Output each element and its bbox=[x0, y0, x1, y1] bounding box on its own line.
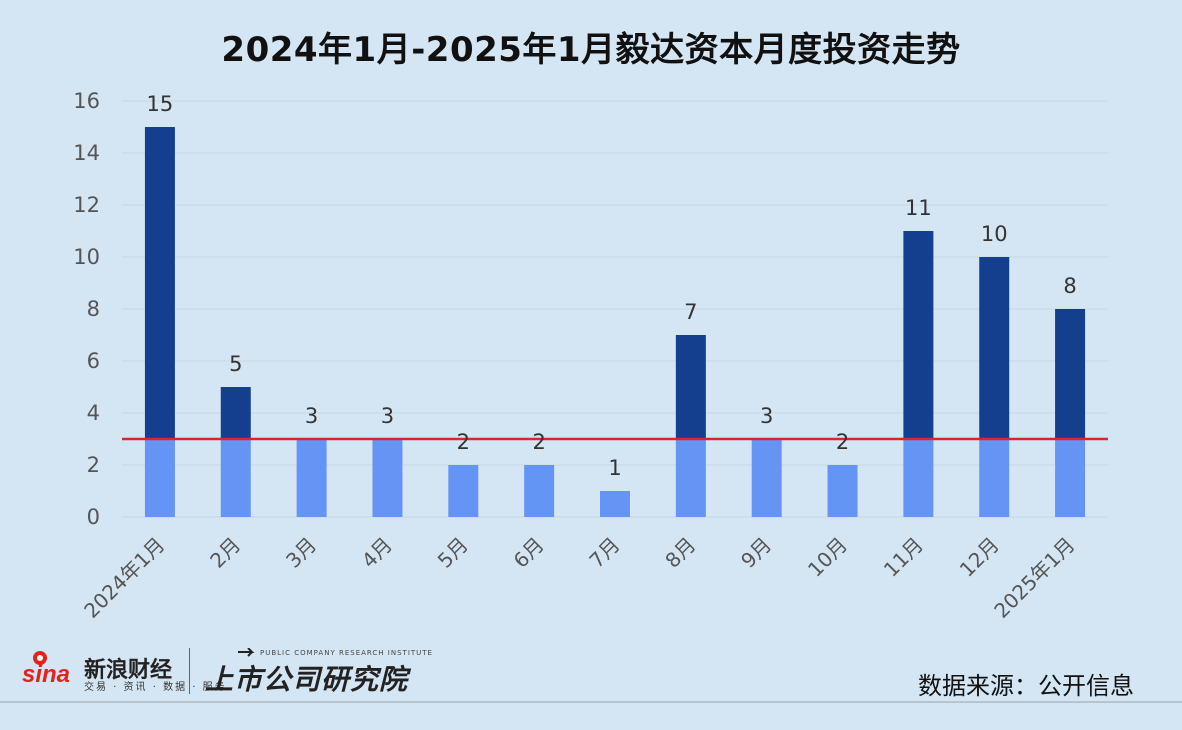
bar-lower-segment bbox=[448, 465, 479, 517]
x-axis-label: 8月 bbox=[660, 533, 700, 573]
data-label: 2 bbox=[457, 430, 470, 454]
bar-lower-segment bbox=[675, 439, 706, 517]
y-tick-label: 6 bbox=[87, 349, 100, 373]
bar-lower-segment bbox=[1055, 439, 1086, 517]
data-label: 2 bbox=[532, 430, 545, 454]
bar-upper-segment bbox=[1055, 309, 1086, 439]
bar-upper-segment bbox=[220, 387, 251, 439]
y-tick-label: 10 bbox=[73, 245, 100, 269]
x-axis-label: 4月 bbox=[357, 533, 397, 573]
chart-title: 2024年1月-2025年1月毅达资本月度投资走势 bbox=[221, 30, 961, 70]
y-tick-label: 8 bbox=[87, 297, 100, 321]
bar-lower-segment bbox=[524, 465, 555, 517]
x-axis-label: 6月 bbox=[509, 533, 549, 573]
bar-lower-segment bbox=[372, 439, 403, 517]
data-label: 7 bbox=[684, 300, 697, 324]
bar-upper-segment bbox=[979, 257, 1010, 439]
data-labels: 15 5 3 3 2 2 1 7 3 2 11 10 8 bbox=[147, 92, 1077, 480]
x-axis-label: 7月 bbox=[584, 533, 624, 573]
y-tick-label: 16 bbox=[73, 89, 100, 113]
pcri-english-name: PUBLIC COMPANY RESEARCH INSTITUTE bbox=[260, 649, 433, 657]
y-tick-label: 2 bbox=[87, 453, 100, 477]
sina-brand-text: 新浪财经 bbox=[84, 658, 173, 683]
bar-upper-segment bbox=[903, 231, 934, 439]
x-axis-label: 5月 bbox=[433, 533, 473, 573]
data-label: 11 bbox=[905, 196, 932, 220]
bar-chart: 0 2 4 6 8 10 12 14 16 15 5 3 3 2 2 1 7 3 2 11 10 8 2024年1月 2月… bbox=[73, 89, 1108, 623]
footer-divider bbox=[189, 648, 190, 694]
x-axis-label: 2025年1月 bbox=[989, 533, 1079, 623]
bar-lower-segment bbox=[296, 439, 327, 517]
pcri-logo-icon bbox=[200, 647, 260, 672]
y-tick-label: 4 bbox=[87, 401, 100, 425]
data-label: 1 bbox=[608, 456, 621, 480]
y-tick-label: 14 bbox=[73, 141, 100, 165]
bar-lower-segment bbox=[600, 491, 630, 517]
data-label: 5 bbox=[229, 352, 242, 376]
grid-lines bbox=[122, 100, 1108, 518]
bar-upper-segment bbox=[675, 335, 706, 439]
x-axis-label: 2月 bbox=[205, 533, 245, 573]
data-label: 8 bbox=[1063, 274, 1076, 298]
bar-lower-segment bbox=[751, 439, 782, 517]
data-label: 2 bbox=[836, 430, 849, 454]
x-axis-label: 9月 bbox=[736, 533, 776, 573]
y-tick-label: 12 bbox=[73, 193, 100, 217]
pcri-chinese-name: 上市公司研究院 bbox=[205, 663, 409, 696]
y-tick-label: 0 bbox=[87, 505, 100, 529]
x-axis-label: 3月 bbox=[281, 533, 321, 573]
y-axis-ticks: 0 2 4 6 8 10 12 14 16 bbox=[73, 89, 100, 529]
sina-brand-subtitle: 交易 · 资讯 · 数据 · 服务 bbox=[84, 682, 227, 693]
footer-bottom-line bbox=[0, 701, 1182, 703]
data-label: 10 bbox=[981, 222, 1008, 246]
data-source: 数据来源：公开信息 bbox=[918, 672, 1134, 700]
x-axis-label: 10月 bbox=[803, 533, 852, 582]
x-axis-label: 11月 bbox=[879, 533, 928, 582]
sina-logo-text: sina bbox=[22, 661, 70, 688]
bar-lower-segment bbox=[903, 439, 934, 517]
x-axis-label: 2024年1月 bbox=[79, 533, 169, 623]
bar-lower-segment bbox=[827, 465, 858, 517]
data-label: 3 bbox=[760, 404, 773, 428]
sina-logo-icon: sina bbox=[20, 648, 82, 698]
bar-lower-segment bbox=[979, 439, 1010, 517]
data-label: 15 bbox=[147, 92, 174, 116]
x-axis-label: 12月 bbox=[955, 533, 1004, 582]
data-label: 3 bbox=[305, 404, 318, 428]
bar-lower-segment bbox=[144, 439, 175, 517]
data-label: 3 bbox=[381, 404, 394, 428]
bar-upper-segment bbox=[144, 127, 175, 439]
bars bbox=[144, 127, 1086, 517]
bar-lower-segment bbox=[220, 439, 251, 517]
